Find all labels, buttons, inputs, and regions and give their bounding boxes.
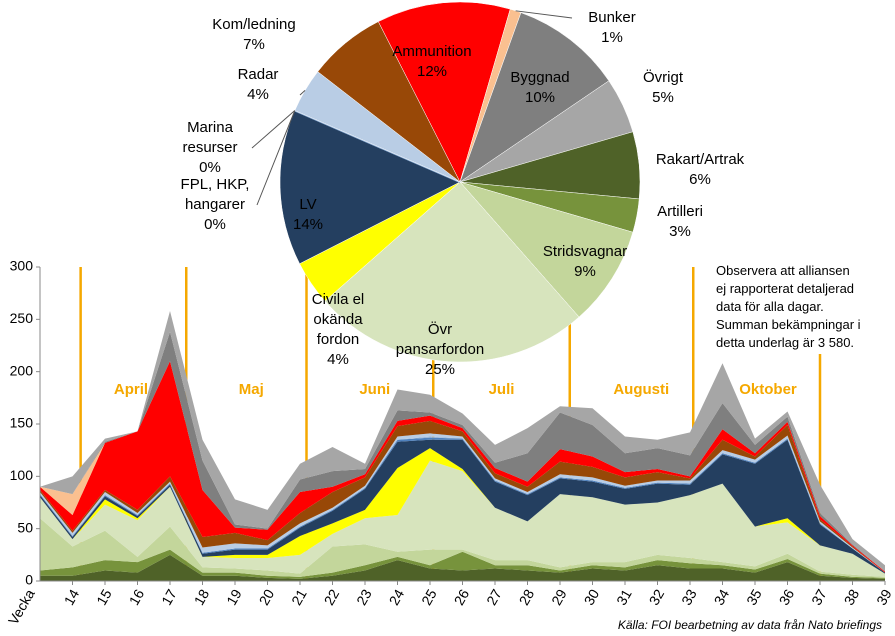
month-label: Maj bbox=[239, 381, 264, 398]
pie-label: Övrigt bbox=[643, 68, 684, 86]
x-tick-label: 35 bbox=[743, 586, 765, 608]
x-tick-label: 25 bbox=[418, 586, 440, 608]
source: Källa: FOI bearbetning av data från Nato… bbox=[618, 618, 882, 632]
pie-label: Kom/ledning bbox=[212, 16, 295, 33]
pie-value-label: 5% bbox=[652, 89, 674, 106]
pie-label: Rakart/Artrak bbox=[656, 151, 745, 168]
pie-label: Civila el okända fordon bbox=[312, 291, 365, 348]
pie-chart: Ammunition 12% Bunker 1% Byggnad 10% Övrigt 5% R… bbox=[181, 1, 745, 378]
x-tick-label: 39 bbox=[873, 586, 895, 608]
x-tick-label: 20 bbox=[256, 586, 278, 608]
x-tick-label: 33 bbox=[678, 586, 700, 608]
x-tick-label: 36 bbox=[776, 586, 798, 608]
pie-value-label: 25% bbox=[425, 361, 455, 378]
pie-label: Ammunition bbox=[392, 43, 471, 60]
pie-value-label: 0% bbox=[199, 159, 221, 176]
y-tick-label: 200 bbox=[10, 362, 34, 378]
area bbox=[40, 549, 885, 579]
pie-value-label: 6% bbox=[689, 171, 711, 188]
month-label: Augusti bbox=[613, 381, 669, 398]
note-box bbox=[706, 260, 888, 354]
x-tick-label: 31 bbox=[613, 586, 635, 608]
month-label: Juli bbox=[489, 381, 515, 398]
pie-label: FPL, HKP, hangarer bbox=[181, 176, 250, 213]
area bbox=[40, 310, 885, 572]
x-tick-label: 32 bbox=[646, 586, 668, 608]
x-tick-label: 19 bbox=[223, 586, 245, 608]
pie-label: Radar bbox=[238, 66, 279, 83]
x-tick-label: 26 bbox=[451, 586, 473, 608]
x-tick-label: 37 bbox=[808, 586, 830, 608]
y-tick-label: 50 bbox=[17, 519, 33, 535]
pie-slice bbox=[377, 1, 511, 183]
pie-value-label: 7% bbox=[243, 36, 265, 53]
pie-value-label: 1% bbox=[601, 29, 623, 46]
x-tick-label: 15 bbox=[93, 586, 115, 608]
x-tick-label: 22 bbox=[321, 586, 343, 608]
pie-value-label: 9% bbox=[574, 263, 596, 280]
pie-value-label: 12% bbox=[417, 63, 447, 80]
x-tick-label: 17 bbox=[158, 586, 180, 608]
pie-label: LV bbox=[299, 196, 316, 213]
leader-line bbox=[515, 10, 573, 19]
pie-value-label: 10% bbox=[525, 89, 555, 106]
leader-line bbox=[299, 90, 306, 96]
month-label: April bbox=[114, 381, 148, 398]
leader-line bbox=[251, 110, 296, 149]
x-tick-label: 30 bbox=[581, 586, 603, 608]
x-tick-label: 38 bbox=[841, 586, 863, 608]
pie-label: Övr pansarfordon bbox=[396, 320, 484, 358]
x-tick-label: 29 bbox=[548, 586, 570, 608]
month-label: Oktober bbox=[739, 381, 797, 398]
note-text: Observera att alliansen ej rapporterat de… bbox=[716, 263, 861, 350]
pie-label: Marina resurser bbox=[182, 119, 237, 156]
pie-value-label: 3% bbox=[669, 223, 691, 240]
pie-label: Stridsvagnar bbox=[543, 243, 627, 260]
note: Observera att alliansen ej rapporterat de… bbox=[716, 263, 861, 350]
area bbox=[40, 439, 885, 574]
y-tick-label: 250 bbox=[10, 310, 34, 326]
pie-value-label: 4% bbox=[327, 351, 349, 368]
x-tick-label: 21 bbox=[288, 586, 310, 608]
x-tick-label: 28 bbox=[516, 586, 538, 608]
area bbox=[40, 460, 885, 577]
y-tick-label: 150 bbox=[10, 415, 34, 431]
area bbox=[40, 554, 885, 581]
pie-label: Byggnad bbox=[510, 69, 569, 86]
y-tick-label: 100 bbox=[10, 467, 34, 483]
x-tick-label: 34 bbox=[711, 586, 733, 608]
y-tick-label: 0 bbox=[25, 572, 33, 588]
month-label: Juni bbox=[359, 381, 390, 398]
pie-value-label: 0% bbox=[204, 216, 226, 233]
x-tick-label: 16 bbox=[126, 586, 148, 608]
pie-value-label: 4% bbox=[247, 86, 269, 103]
leader-line bbox=[256, 110, 296, 206]
x-tick-label: 14 bbox=[61, 586, 83, 608]
x-axis-label: Vecka bbox=[5, 586, 38, 627]
pie-slice bbox=[324, 181, 580, 363]
y-tick-label: 300 bbox=[10, 258, 34, 274]
x-tick-label: 23 bbox=[353, 586, 375, 608]
area-chart: 0 50 100 150 200 250 300 14 15 16 17 18 19 20 21 22 23 24… bbox=[5, 258, 895, 628]
pie-label: Artilleri bbox=[657, 203, 703, 220]
pie-slice bbox=[459, 181, 634, 318]
x-tick-label: 27 bbox=[483, 586, 505, 608]
x-tick-label: 18 bbox=[191, 586, 213, 608]
x-tick-label: 24 bbox=[386, 586, 408, 608]
pie-slice bbox=[459, 12, 610, 183]
pie-label: Bunker bbox=[588, 9, 636, 26]
pie-slice bbox=[317, 21, 461, 183]
pie-value-label: 14% bbox=[293, 216, 323, 233]
